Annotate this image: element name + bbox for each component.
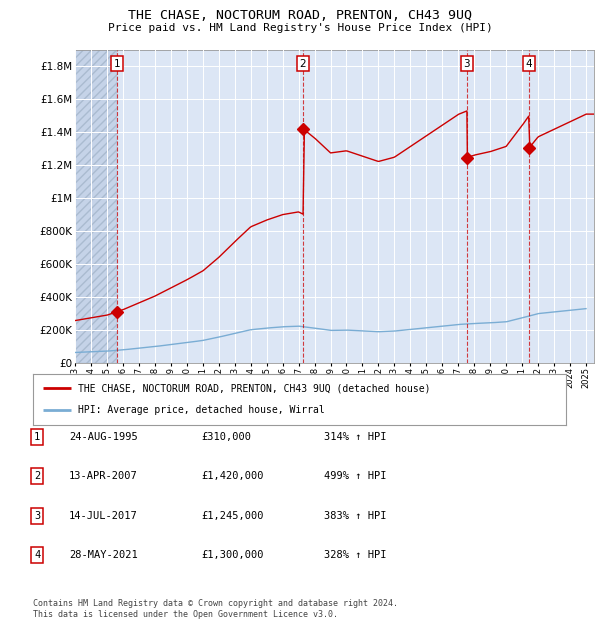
Text: Price paid vs. HM Land Registry's House Price Index (HPI): Price paid vs. HM Land Registry's House … [107,23,493,33]
Text: 13-APR-2007: 13-APR-2007 [69,471,138,481]
Text: £1,245,000: £1,245,000 [201,511,263,521]
Text: 2: 2 [34,471,40,481]
Text: 3: 3 [464,59,470,69]
Text: 1: 1 [34,432,40,442]
Text: 28-MAY-2021: 28-MAY-2021 [69,550,138,560]
Text: THE CHASE, NOCTORUM ROAD, PRENTON, CH43 9UQ (detached house): THE CHASE, NOCTORUM ROAD, PRENTON, CH43 … [78,383,431,393]
Text: 4: 4 [34,550,40,560]
Text: 314% ↑ HPI: 314% ↑ HPI [324,432,386,442]
Text: £1,420,000: £1,420,000 [201,471,263,481]
Bar [75,50,118,363]
Text: £1,300,000: £1,300,000 [201,550,263,560]
Text: 499% ↑ HPI: 499% ↑ HPI [324,471,386,481]
Text: 3: 3 [34,511,40,521]
Text: 4: 4 [526,59,532,69]
Text: HPI: Average price, detached house, Wirral: HPI: Average price, detached house, Wirr… [78,405,325,415]
Text: Contains HM Land Registry data © Crown copyright and database right 2024.
This d: Contains HM Land Registry data © Crown c… [33,600,398,619]
Text: £310,000: £310,000 [201,432,251,442]
Text: 383% ↑ HPI: 383% ↑ HPI [324,511,386,521]
Text: 14-JUL-2017: 14-JUL-2017 [69,511,138,521]
Text: 2: 2 [300,59,307,69]
Text: THE CHASE, NOCTORUM ROAD, PRENTON, CH43 9UQ: THE CHASE, NOCTORUM ROAD, PRENTON, CH43 … [128,9,472,22]
Text: 24-AUG-1995: 24-AUG-1995 [69,432,138,442]
Text: 328% ↑ HPI: 328% ↑ HPI [324,550,386,560]
Text: 1: 1 [114,59,121,69]
